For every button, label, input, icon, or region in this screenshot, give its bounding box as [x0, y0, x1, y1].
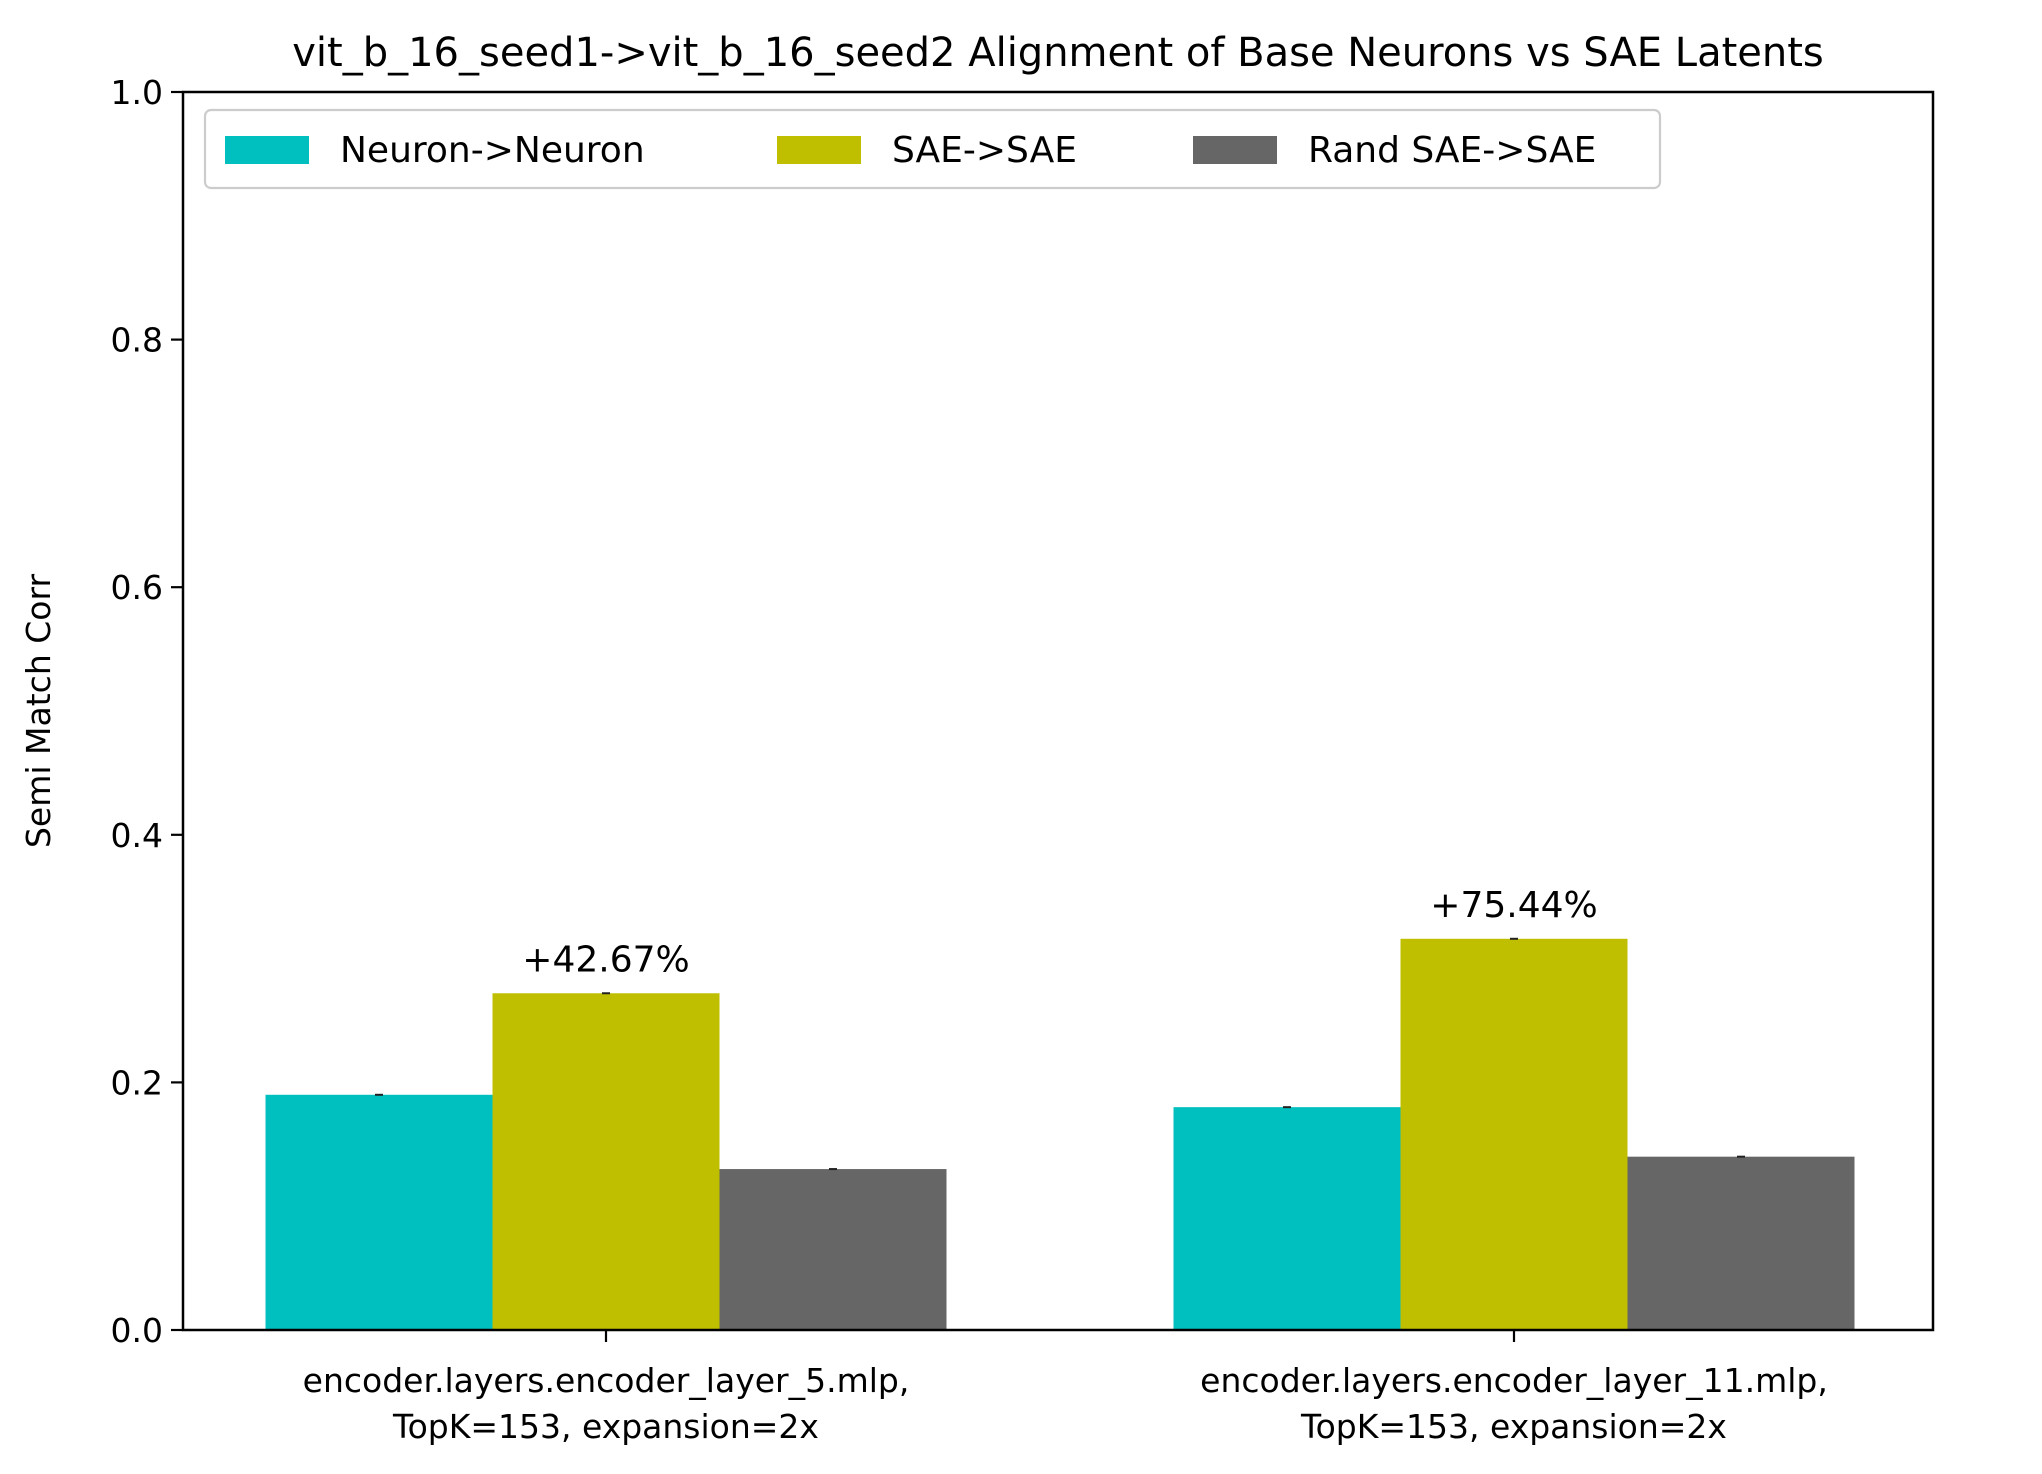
bar-rand-sae-sae-1 — [719, 1169, 947, 1330]
bar-sae-sae-1 — [492, 993, 720, 1330]
x-tick-label: encoder.layers.encoder_layer_11.mlp, — [1200, 1361, 1828, 1400]
error-bars-group — [375, 937, 1745, 1171]
bar-rand-sae-sae-2 — [1627, 1156, 1855, 1330]
legend-swatch-sae-sae — [777, 136, 861, 164]
legend-label-neuron-neuron: Neuron->Neuron — [340, 130, 645, 171]
y-tick-label: 0.4 — [111, 816, 163, 855]
bar-neuron-neuron-1 — [265, 1094, 493, 1330]
improvement-annotation: +75.44% — [1430, 885, 1597, 926]
x-tick-label: encoder.layers.encoder_layer_5.mlp, — [303, 1361, 910, 1400]
legend: Neuron->Neuron SAE->SAE Rand SAE->SAE — [203, 108, 1662, 190]
y-tick-label: 1.0 — [111, 73, 163, 112]
bars-group — [265, 938, 1855, 1330]
bar-neuron-neuron-2 — [1173, 1107, 1401, 1330]
legend-swatch-neuron-neuron — [225, 136, 309, 164]
y-tick-label: 0.8 — [111, 321, 163, 360]
legend-label-rand-sae-sae: Rand SAE->SAE — [1308, 130, 1596, 171]
y-axis-label: Semi Match Corr — [19, 574, 58, 848]
x-axis: encoder.layers.encoder_layer_5.mlp, TopK=… — [303, 1330, 1828, 1446]
legend-swatch-rand-sae-sae — [1193, 136, 1277, 164]
x-tick-label: TopK=153, expansion=2x — [1300, 1407, 1727, 1446]
plot-frame — [181, 90, 1935, 1332]
improvement-annotation: +42.67% — [522, 939, 689, 980]
y-axis: 0.0 0.2 0.4 0.6 0.8 1.0 — [111, 73, 183, 1350]
legend-box — [203, 108, 1662, 190]
y-tick-label: 0.6 — [111, 568, 163, 607]
legend-label-sae-sae: SAE->SAE — [892, 130, 1077, 171]
x-tick-label: TopK=153, expansion=2x — [392, 1407, 819, 1446]
chart-title: vit_b_16_seed1->vit_b_16_seed2 Alignment… — [292, 30, 1824, 76]
annotations-group: +42.67% +75.44% — [522, 885, 1597, 980]
y-tick-label: 0.2 — [111, 1063, 163, 1102]
bar-sae-sae-2 — [1400, 938, 1628, 1330]
y-tick-label: 0.0 — [111, 1311, 163, 1350]
